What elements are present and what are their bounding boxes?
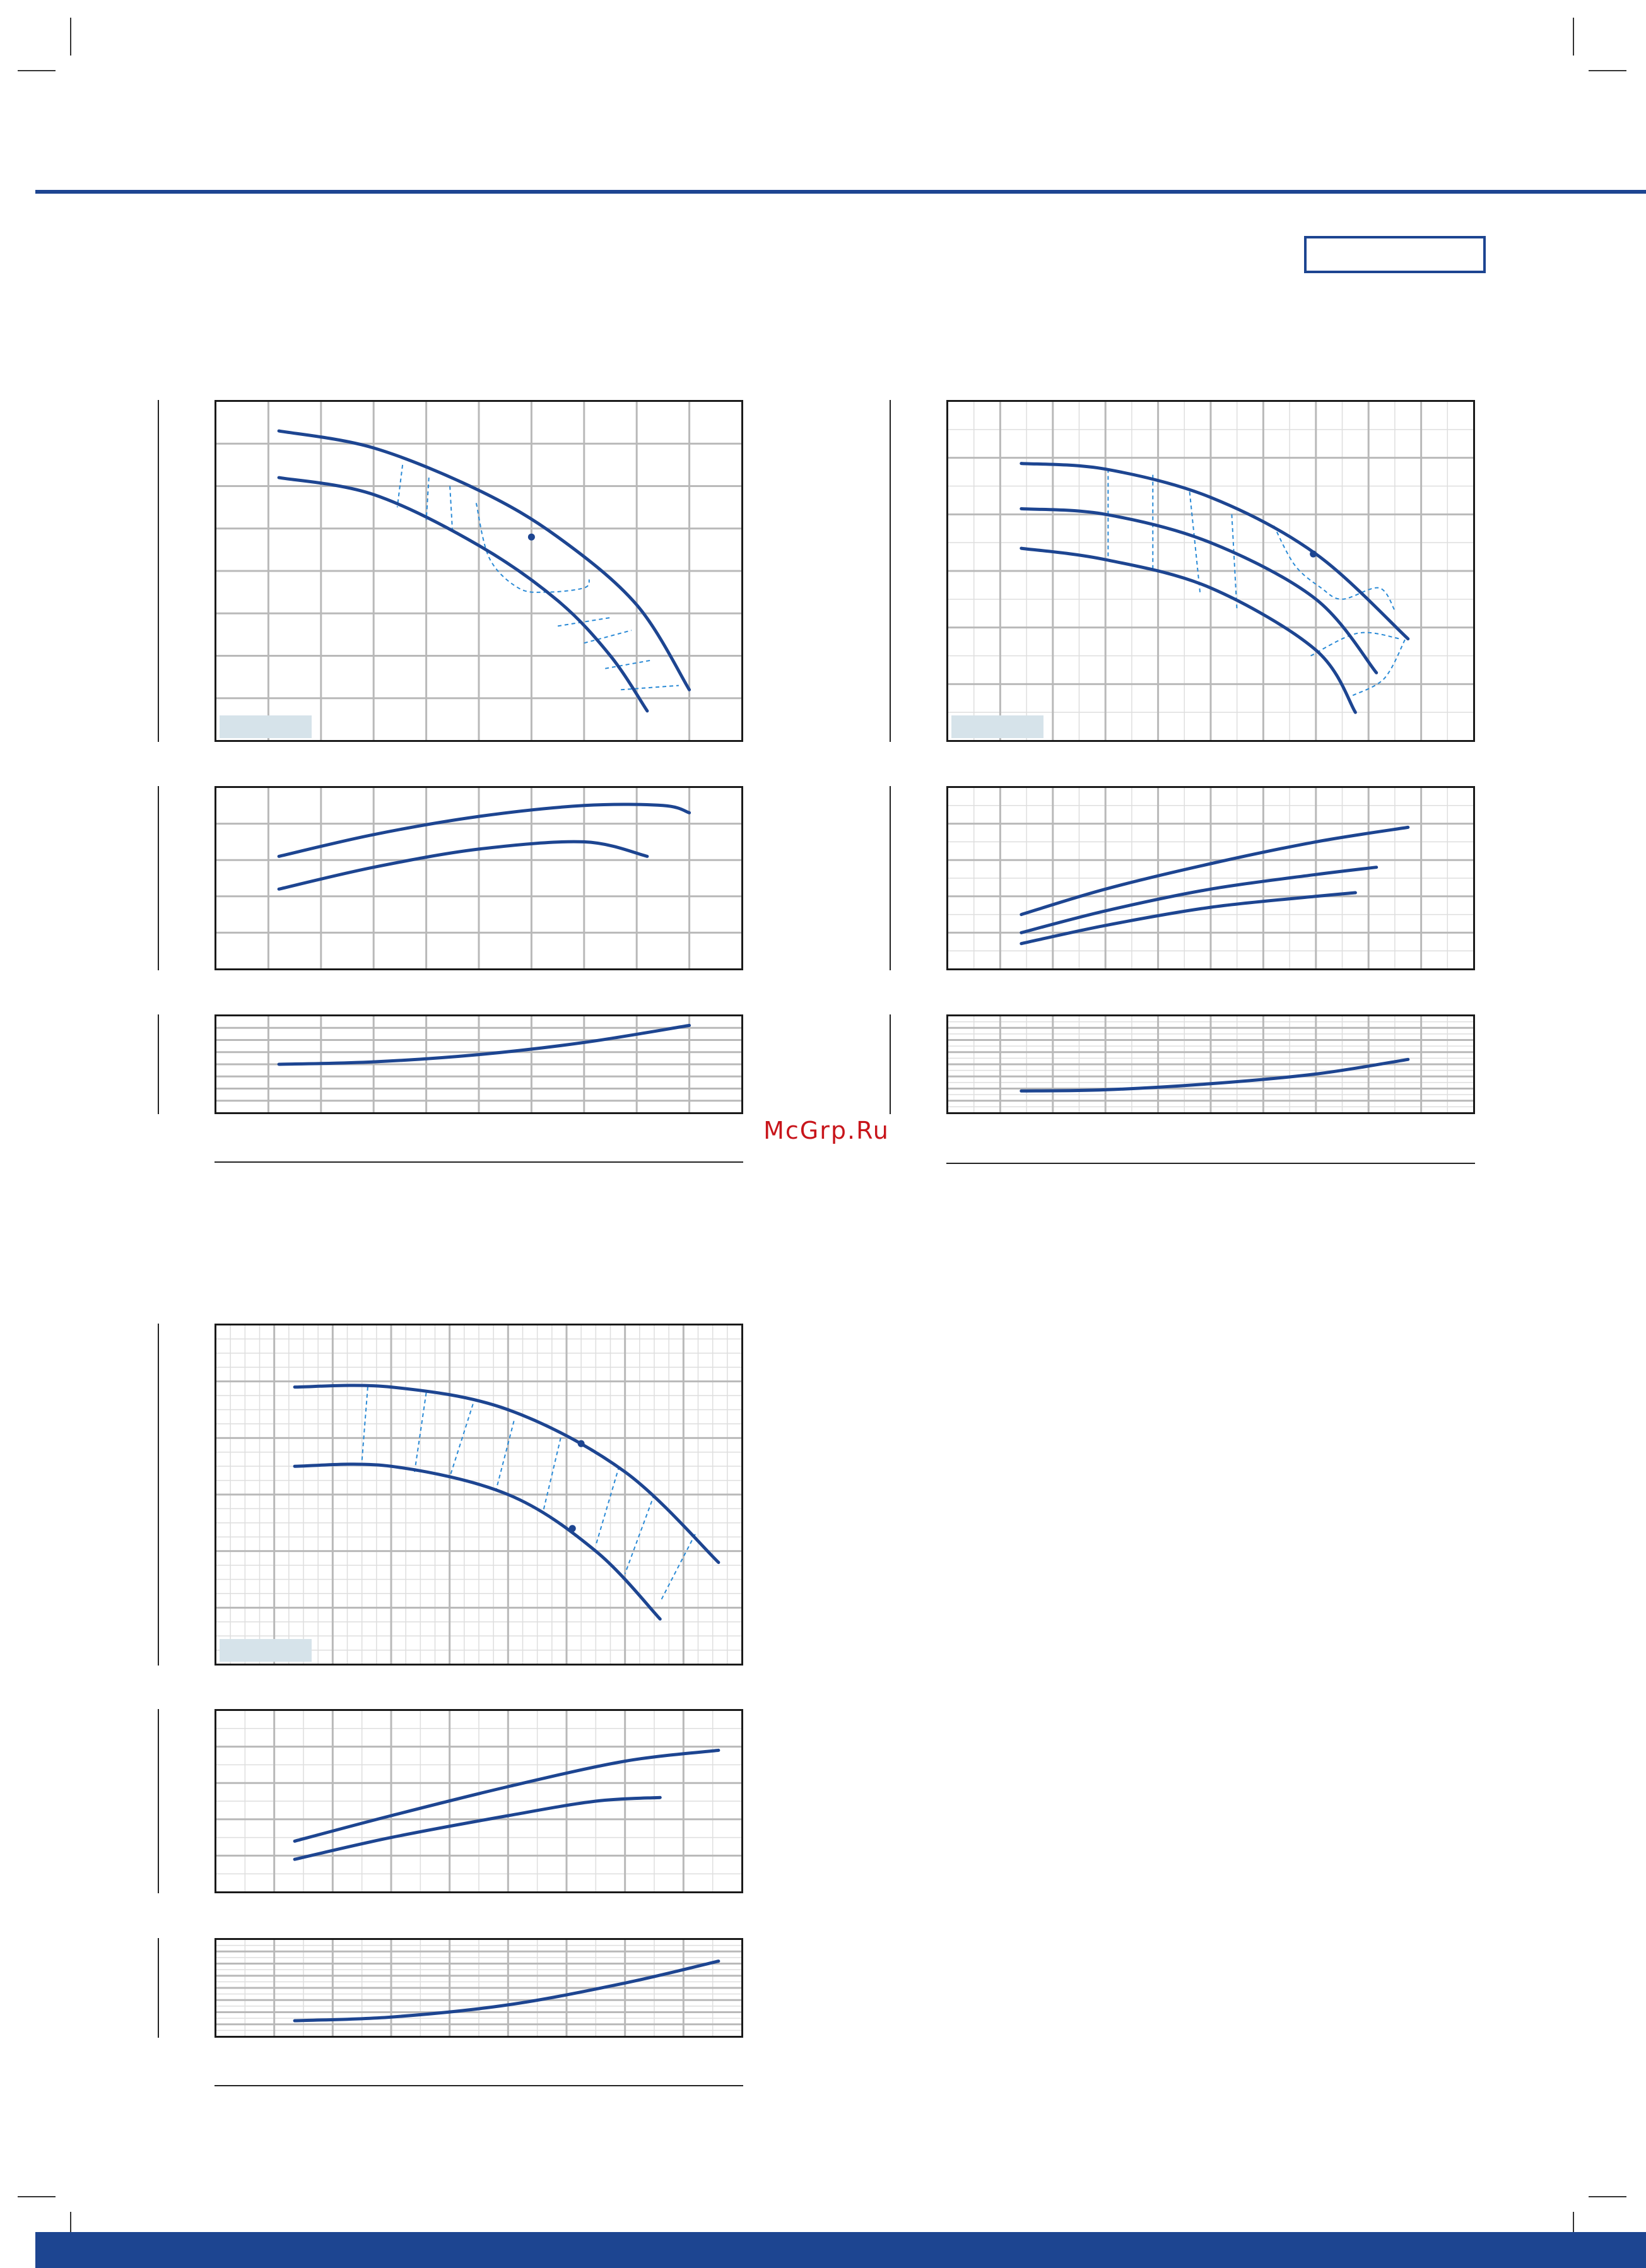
series-line [277,840,649,891]
iso-efficiency-line [1352,638,1406,696]
plot-frame [215,1938,743,2038]
x-axis-rule [215,1161,743,1163]
series-line [293,1748,720,1843]
axis-rule [158,786,159,970]
iso-efficiency-line [425,478,430,520]
series-line [293,1795,662,1861]
iso-efficiency-line [624,1494,655,1574]
x-axis-rule [946,1163,1475,1164]
footer-bar [35,2232,1646,2268]
axis-rule [158,1014,159,1114]
series-line [1020,866,1379,934]
chart-label-box [220,715,312,738]
iso-efficiency-line [621,685,679,691]
plot-frame [946,1014,1475,1114]
axis-rule [158,400,159,742]
duty-point-marker [527,533,535,541]
header-box [1304,236,1486,273]
duty-point-marker [577,1440,585,1447]
iso-efficiency-line [659,1534,696,1602]
crop-mark [1573,18,1574,56]
axis-rule [890,1014,891,1114]
chart-label-box [220,1639,312,1662]
plot-frame [946,400,1475,742]
iso-efficiency-line [495,1421,515,1489]
npsh-chart-left [215,1014,743,1114]
series-line [277,802,691,858]
crop-mark [1589,2196,1626,2197]
crop-mark [1573,2212,1574,2250]
iso-efficiency-line [1310,632,1401,657]
npsh-chart-bottom [215,1938,743,2038]
head-chart-left [215,400,743,742]
series-line [293,1384,720,1565]
series-line [277,1023,691,1066]
iso-efficiency-line [449,486,454,533]
iso-efficiency-line [449,1404,474,1478]
iso-efficiency-line [1273,525,1396,611]
plot-frame [215,1709,743,1893]
header-rule [35,190,1646,194]
duty-point-marker [1310,550,1317,558]
plot-frame [946,786,1475,970]
watermark-text: McGrp.Ru [763,1117,890,1144]
head-chart-right [946,400,1475,742]
axis-rule [890,400,891,742]
series-line [293,1462,662,1621]
duty-point-marker [568,1525,576,1532]
x-axis-rule [215,2085,743,2086]
head-chart-bottom [215,1324,743,1666]
series-line [1020,462,1410,641]
iso-efficiency-line [584,630,632,644]
axis-rule [158,1709,159,1893]
iso-efficiency-line [1189,491,1201,594]
crop-mark [70,2212,71,2250]
series-line [1020,825,1410,917]
axis-rule [158,1938,159,2038]
series-line [1020,507,1379,674]
crop-mark [70,18,71,56]
plot-frame [215,1324,743,1666]
axis-rule [890,786,891,970]
plot-frame [215,786,743,970]
iso-efficiency-line [542,1438,561,1512]
series-line [277,476,649,713]
iso-efficiency-line [396,464,404,508]
power-chart-left [215,786,743,970]
iso-efficiency-line [1231,514,1238,611]
series-line [277,429,691,691]
crop-mark [18,2196,56,2197]
plot-frame [215,400,743,742]
axis-rule [158,1324,159,1666]
series-line [1020,546,1357,714]
chart-label-box [951,715,1043,738]
power-chart-bottom [215,1709,743,1893]
iso-efficiency-line [595,1466,620,1546]
power-chart-right [946,786,1475,970]
plot-frame [215,1014,743,1114]
npsh-chart-right [946,1014,1475,1114]
iso-efficiency-line [475,503,591,593]
crop-mark [18,70,56,71]
series-line [1020,891,1357,946]
series-line [1020,1057,1410,1093]
iso-efficiency-line [605,659,653,669]
series-line [293,1960,720,2023]
iso-efficiency-line [557,617,611,627]
iso-efficiency-line [361,1387,368,1461]
crop-mark [1589,70,1626,71]
